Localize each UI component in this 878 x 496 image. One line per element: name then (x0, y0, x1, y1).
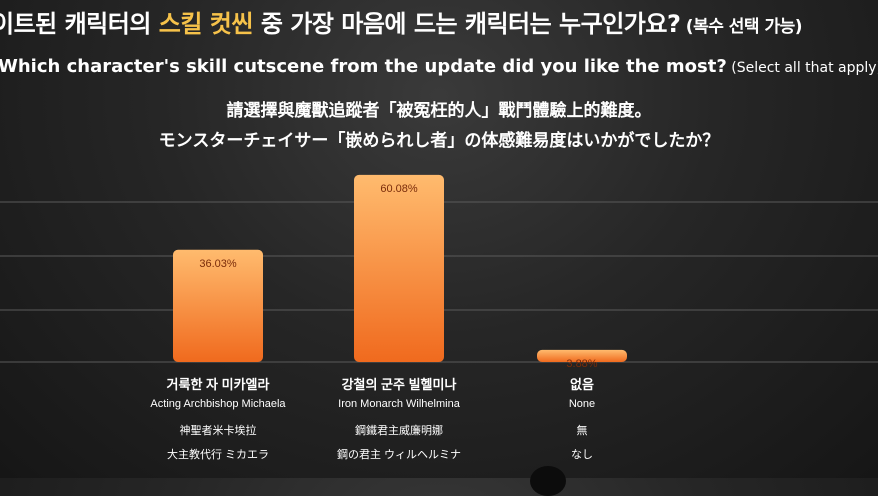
title-en-main: Which character's skill cutscene from th… (0, 56, 727, 77)
title-japanese: モンスターチェイサー「嵌められし者」の体感難易度はいかがでしたか？ (158, 131, 720, 151)
category-label: 거룩한 자 미카엘라 Acting Archbishop Michaela 神聖者米… (118, 374, 318, 470)
category-label-ja: 鋼の君主 ウィルヘルミナ (336, 449, 462, 461)
category-label-ja: 大主教代行 ミカエラ (166, 449, 270, 461)
bar-value-label: 3.88% (566, 358, 597, 370)
title-english: Which character's skill cutscene from th… (0, 56, 878, 77)
bar (537, 349, 627, 362)
title-en-note: (Select all that apply) (726, 60, 878, 76)
bar (354, 174, 444, 362)
category-label: 없음 None 無なし (482, 374, 682, 470)
bar-value-label: 36.03% (199, 258, 237, 270)
category-label-ko: 강철의 군주 빌헬미나 (341, 377, 457, 392)
category-label-en: Acting Archbishop Michaela (150, 398, 286, 410)
bar (173, 249, 263, 362)
title-ko-suffix: 중 가장 마음에 드는 캐릭터는 누구인가요? (252, 10, 681, 38)
category-label-zh: 無 (576, 425, 588, 437)
title-korean: 이트된 캐릭터의 스킬 컷씬 중 가장 마음에 드는 캐릭터는 누구인가요? (… (0, 4, 803, 39)
category-label-ja: なし (571, 449, 593, 461)
category-label-en: Iron Monarch Wilhelmina (338, 398, 460, 410)
category-label-ko: 거룩한 자 미카엘라 (166, 377, 270, 392)
category-label-en: None (568, 398, 596, 410)
title-ko-prefix: 이트된 캐릭터의 (0, 10, 159, 38)
category-label: 강철의 군주 빌헬미나 Iron Monarch Wilhelmina 鋼鐵君主威廉… (299, 374, 499, 470)
title-ko-highlight: 스킬 컷씬 (158, 10, 254, 38)
category-label-zh: 鋼鐵君主威廉明娜 (355, 425, 443, 437)
bar-value-label: 60.08% (380, 183, 418, 195)
title-chinese: 請選擇與魔獸追蹤者「被冤枉的人」戰鬥體驗上的難度。 (226, 101, 652, 121)
category-label-ko: 없음 (570, 377, 594, 392)
bar-chart: 36.03% 60.08% 3.88% (0, 174, 878, 370)
category-label-zh: 神聖者米卡埃拉 (179, 425, 257, 437)
presenter-silhouette-icon (530, 466, 566, 496)
title-ko-note: (복수 선택 가능) (680, 17, 803, 37)
